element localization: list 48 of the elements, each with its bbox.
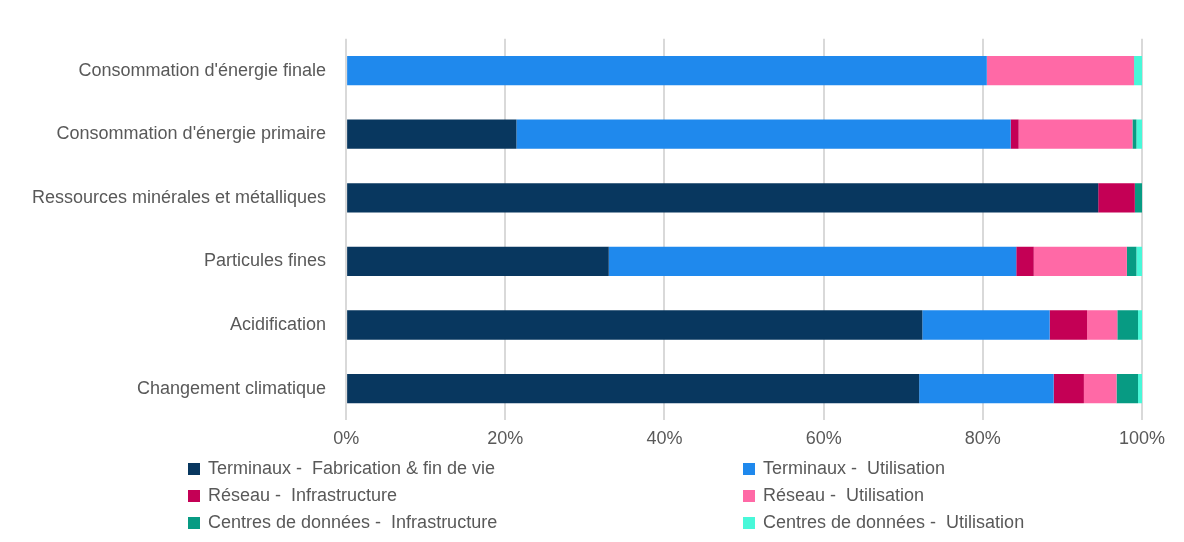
bar — [1016, 246, 1034, 277]
y-tick-label: Particules fines — [204, 250, 327, 271]
bar — [347, 246, 609, 277]
bar — [347, 373, 920, 404]
y-tick-label: Consommation d'énergie finale — [78, 59, 327, 80]
bar — [1098, 183, 1135, 213]
bar — [1053, 373, 1084, 404]
bar — [1117, 310, 1139, 340]
bar — [347, 310, 923, 340]
bar — [1083, 373, 1117, 404]
legend-label: Centres de données - Utilisation — [763, 512, 1025, 533]
bar — [1134, 183, 1142, 213]
bar — [516, 119, 1011, 149]
bar — [1134, 55, 1142, 86]
x-tick-label: 100% — [1118, 428, 1166, 449]
bar — [1136, 246, 1142, 277]
x-tick-label: 60% — [805, 428, 842, 449]
bar — [1136, 119, 1142, 149]
bar — [1087, 310, 1118, 340]
bar — [608, 246, 1017, 277]
bar — [1132, 119, 1137, 149]
bar — [1126, 246, 1137, 277]
bar — [1010, 119, 1019, 149]
bar — [919, 373, 1054, 404]
bar — [1116, 373, 1139, 404]
bar — [922, 310, 1050, 340]
legend-label: Terminaux - Utilisation — [763, 458, 946, 479]
x-tick-label: 80% — [964, 428, 1001, 449]
bar — [1018, 119, 1133, 149]
bar — [986, 55, 1135, 86]
legend-label: Centres de données - Infrastructure — [208, 512, 498, 533]
y-tick-label: Changement climatique — [137, 377, 327, 398]
y-tick-label: Ressources minérales et métalliques — [31, 186, 327, 207]
bar — [1138, 373, 1142, 404]
y-tick-label: Acidification — [230, 313, 327, 334]
bar — [347, 119, 517, 149]
legend-label: Réseau - Utilisation — [763, 485, 925, 506]
x-tick-label: 20% — [487, 428, 524, 449]
x-tick-label: 40% — [646, 428, 683, 449]
bar — [1049, 310, 1088, 340]
legend-label: Terminaux - Fabrication & fin de vie — [208, 458, 496, 479]
bar — [347, 55, 987, 86]
bar — [1033, 246, 1127, 277]
y-tick-label: Consommation d'énergie primaire — [56, 123, 327, 144]
bar — [347, 183, 1099, 213]
x-tick-label: 0% — [333, 428, 360, 449]
bar — [1138, 310, 1142, 340]
legend-label: Réseau - Infrastructure — [208, 485, 398, 506]
